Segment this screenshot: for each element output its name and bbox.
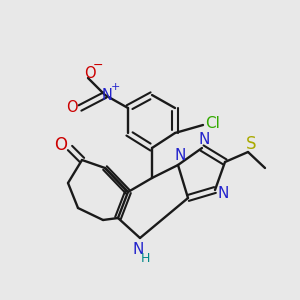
Text: O: O [84, 65, 96, 80]
Text: O: O [55, 136, 68, 154]
Text: Cl: Cl [206, 116, 220, 130]
Text: O: O [66, 100, 78, 116]
Text: −: − [93, 58, 103, 71]
Text: N: N [132, 242, 144, 257]
Text: N: N [198, 131, 210, 146]
Text: N: N [174, 148, 186, 164]
Text: N: N [102, 88, 112, 103]
Text: +: + [110, 82, 120, 92]
Text: H: H [140, 251, 150, 265]
Text: N: N [217, 187, 229, 202]
Text: S: S [246, 135, 256, 153]
